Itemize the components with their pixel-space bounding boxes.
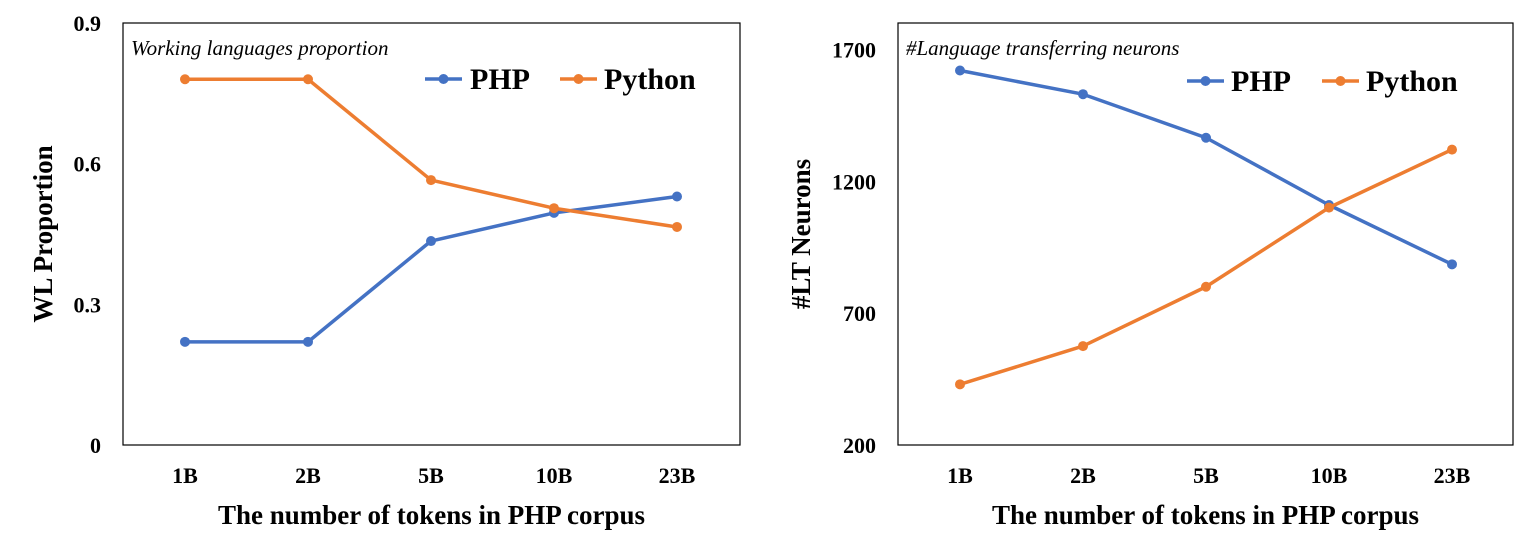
x-tick-label: 23B (1434, 463, 1471, 488)
data-point-python (1447, 144, 1457, 155)
x-axis-label: The number of tokens in PHP corpus (992, 500, 1419, 530)
chart-lt-neurons: 200 700 1200 1700 1B 2B 5B 10B 23B The number of … (786, 22, 1514, 530)
data-point-php (1447, 259, 1457, 270)
data-point-python (549, 203, 559, 214)
x-tick-label: 2B (1070, 463, 1096, 488)
plot-frame (897, 22, 1514, 446)
legend-label-python: Python (604, 63, 696, 96)
x-tick-label: 5B (418, 463, 444, 488)
x-tick-label: 1B (172, 463, 198, 488)
legend-label-php: PHP (1231, 65, 1291, 98)
legend-marker-python (1335, 76, 1346, 86)
data-point-python (1078, 341, 1088, 352)
x-tick-label: 1B (947, 463, 973, 488)
y-tick-label: 200 (843, 433, 876, 458)
y-tick-label: 0.9 (74, 11, 102, 36)
x-tick-label: 5B (1193, 463, 1219, 488)
chart-title: #Language transferring neurons (906, 36, 1179, 60)
y-tick-label: 0 (90, 433, 101, 458)
series-line-python (959, 148, 1453, 387)
x-tick-label: 23B (659, 463, 696, 488)
y-axis-label: #LT Neurons (786, 159, 816, 309)
chart-working-languages: 0 0.3 0.6 0.9 1B 2B 5B 10B 23B The number of toke… (28, 11, 741, 530)
data-point-python (955, 379, 965, 390)
data-point-php (955, 65, 965, 76)
data-point-php (1078, 89, 1088, 100)
x-tick-label: 10B (536, 463, 573, 488)
data-point-python (1201, 281, 1211, 292)
data-point-php (303, 336, 313, 347)
legend-label-php: PHP (470, 63, 530, 96)
legend-marker-php (438, 74, 449, 84)
chart-title: Working languages proportion (131, 36, 388, 60)
x-tick-label: 10B (1311, 463, 1348, 488)
data-point-python (1324, 202, 1334, 213)
x-tick-label: 2B (295, 463, 321, 488)
y-tick-label: 0.3 (74, 292, 102, 317)
plot-frame (122, 22, 741, 446)
data-point-python (672, 221, 682, 232)
y-tick-label: 0.6 (74, 152, 102, 177)
legend-label-python: Python (1366, 65, 1458, 98)
series-line-php (959, 68, 1453, 266)
data-point-python (426, 175, 436, 186)
legend-marker-python (573, 74, 584, 84)
y-axis-label: WL Proportion (28, 145, 58, 322)
data-point-python (180, 74, 190, 85)
x-axis-label: The number of tokens in PHP corpus (218, 500, 645, 530)
data-point-php (180, 336, 190, 347)
y-tick-label: 1200 (832, 169, 876, 194)
y-tick-label: 1700 (832, 37, 876, 62)
data-point-python (303, 74, 313, 85)
y-tick-label: 700 (843, 301, 876, 326)
data-point-php (672, 191, 682, 202)
data-point-php (1201, 132, 1211, 143)
legend-marker-php (1200, 76, 1211, 86)
data-point-php (426, 236, 436, 247)
series-line-php (185, 194, 678, 344)
